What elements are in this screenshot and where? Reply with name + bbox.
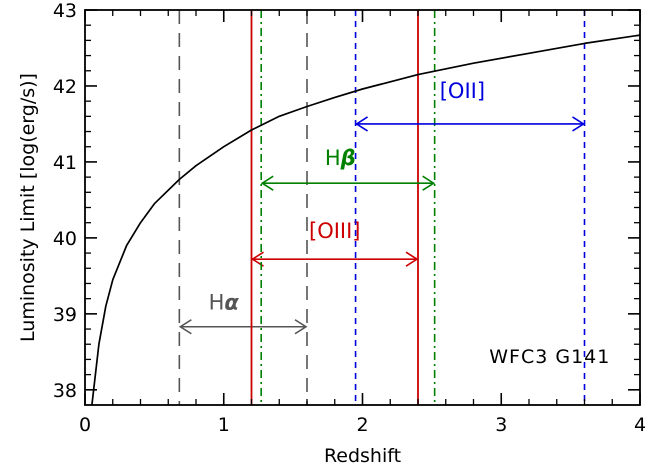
y-tick-label: 38 bbox=[53, 380, 77, 402]
emission-line-markers: Hα [OIII] Hβ [OII] bbox=[178, 10, 586, 405]
line-4-arrowhead-right bbox=[572, 116, 585, 132]
line-1-arrowhead-right bbox=[294, 319, 308, 335]
line-4-label: [OII] bbox=[440, 79, 485, 103]
line-2-arrowhead-left bbox=[251, 251, 264, 267]
line-1-label: Hα bbox=[209, 290, 240, 314]
y-tick-label: 41 bbox=[53, 152, 77, 174]
x-axis-title: Redshift bbox=[324, 445, 401, 467]
axes: 0 1 2 3 4 38 39 40 41 42 43 bbox=[53, 0, 646, 436]
x-tick-label: 3 bbox=[495, 414, 507, 436]
plot-area bbox=[85, 10, 640, 405]
line-3-arrowhead-right bbox=[422, 175, 436, 191]
x-tick-label: 1 bbox=[218, 414, 230, 436]
line-1-arrowhead-left bbox=[178, 319, 192, 335]
y-tick-label: 43 bbox=[53, 0, 77, 22]
y-tick-label: 39 bbox=[53, 304, 77, 326]
x-tick-label: 2 bbox=[356, 414, 368, 436]
y-tick-label: 40 bbox=[53, 228, 77, 250]
x-tick-label: 4 bbox=[634, 414, 646, 436]
line-2-arrowhead-right bbox=[405, 251, 419, 267]
y-tick-label: 42 bbox=[53, 76, 77, 98]
instrument-annotation: WFC3 G141 bbox=[489, 346, 610, 368]
line-4-arrowhead-left bbox=[355, 116, 368, 132]
line-2-label: [OIII] bbox=[309, 219, 361, 243]
line-3-label: Hβ bbox=[325, 146, 356, 170]
y-axis-title: Luminosity Limit [log(erg/s)] bbox=[17, 73, 39, 342]
x-tick-label: 0 bbox=[79, 414, 91, 436]
plot-background bbox=[85, 10, 640, 405]
line-3-arrowhead-left bbox=[260, 175, 274, 191]
luminosity-limit-curve bbox=[91, 34, 641, 406]
luminosity-curve-group bbox=[91, 34, 641, 406]
